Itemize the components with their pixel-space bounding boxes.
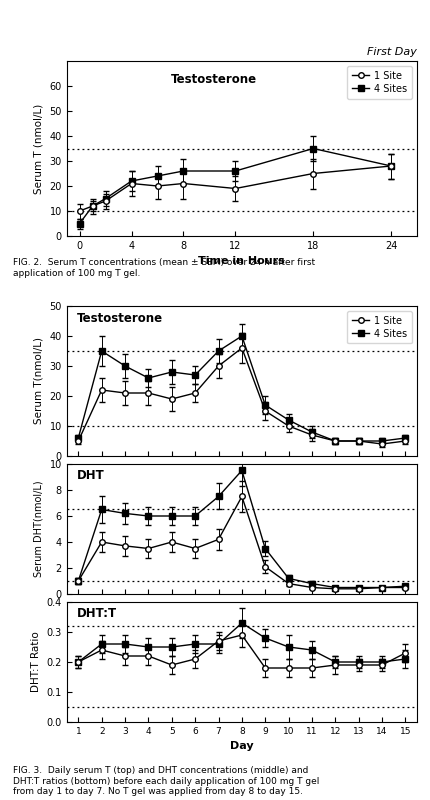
Y-axis label: Serum T(nmol/L): Serum T(nmol/L) [34, 338, 44, 425]
Text: DHT:T: DHT:T [77, 606, 117, 620]
X-axis label: Time in Hours: Time in Hours [199, 257, 285, 266]
Y-axis label: DHT:T Ratio: DHT:T Ratio [31, 632, 41, 692]
Text: FIG. 2.  Serum T concentrations (mean ± SEM) over 24 h after first
application o: FIG. 2. Serum T concentrations (mean ± S… [13, 258, 315, 278]
Y-axis label: Serum DHT(nmol/L): Serum DHT(nmol/L) [34, 481, 44, 578]
X-axis label: Day: Day [230, 742, 254, 751]
Legend: 1 Site, 4 Sites: 1 Site, 4 Sites [347, 66, 412, 98]
Text: Testosterone: Testosterone [171, 74, 257, 86]
Text: Testosterone: Testosterone [77, 312, 163, 325]
Text: DHT: DHT [77, 469, 105, 482]
Text: FIG. 3.  Daily serum T (top) and DHT concentrations (middle) and
DHT:T ratios (b: FIG. 3. Daily serum T (top) and DHT conc… [13, 766, 319, 796]
Y-axis label: Serum T (nmol/L): Serum T (nmol/L) [34, 103, 44, 194]
Legend: 1 Site, 4 Sites: 1 Site, 4 Sites [347, 311, 412, 343]
Text: First Day: First Day [367, 47, 417, 57]
